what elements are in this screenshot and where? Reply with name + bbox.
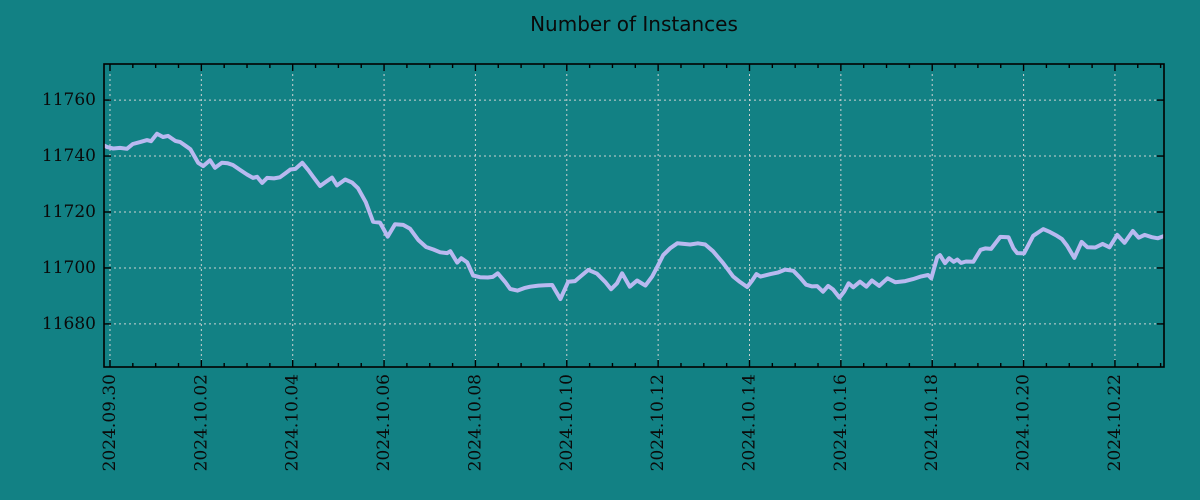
- axis-tick-labels: 2024.09.30 2024.10.02 2024.10.04 2024.10.06…: [42, 90, 1125, 471]
- x-tick-label: 2024.09.30: [100, 374, 120, 471]
- axis-ticks: [104, 64, 1164, 367]
- chart-title: Number of Instances: [530, 12, 738, 36]
- x-tick-label: 2024.10.02: [191, 374, 211, 471]
- x-tick-label: 2024.10.08: [465, 374, 485, 471]
- x-tick-label: 2024.10.10: [557, 374, 577, 471]
- axes-frame: [103, 63, 1165, 368]
- x-tick-label: 2024.10.06: [374, 374, 394, 471]
- x-tick-label: 2024.10.12: [648, 374, 668, 471]
- x-tick-label: 2024.10.18: [922, 374, 942, 471]
- gridlines: [104, 64, 1164, 367]
- plot-line: [104, 131, 1164, 301]
- x-tick-label: 2024.10.14: [740, 374, 760, 471]
- plot-border: [103, 63, 1165, 368]
- y-tick-label: 11760: [42, 90, 96, 110]
- y-tick-label: 11680: [42, 314, 96, 334]
- x-tick-label: 2024.10.16: [831, 374, 851, 471]
- plot-series: [104, 131, 1164, 301]
- y-tick-label: 11700: [42, 258, 96, 278]
- x-tick-label: 2024.10.20: [1014, 374, 1034, 471]
- y-tick-label: 11720: [42, 202, 96, 222]
- y-tick-label: 11740: [42, 146, 96, 166]
- x-tick-label: 2024.10.04: [283, 374, 303, 471]
- x-tick-label: 2024.10.22: [1105, 374, 1125, 471]
